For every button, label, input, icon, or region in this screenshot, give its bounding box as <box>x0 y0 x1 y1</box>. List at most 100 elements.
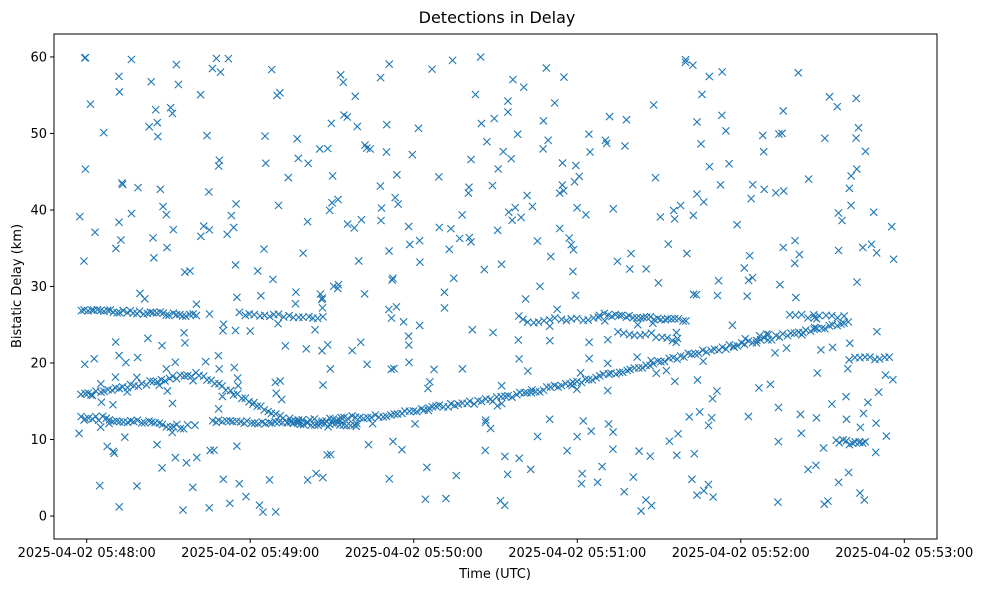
data-point <box>508 75 517 84</box>
data-point <box>752 338 761 347</box>
data-point <box>779 106 788 115</box>
data-point <box>550 98 559 107</box>
data-point <box>364 440 373 449</box>
data-point <box>622 115 631 124</box>
data-point <box>672 328 681 337</box>
data-point <box>834 478 843 487</box>
data-point <box>116 236 125 245</box>
data-point <box>844 317 853 326</box>
data-point <box>819 444 828 453</box>
data-point <box>646 312 655 321</box>
data-point <box>699 357 708 366</box>
data-point <box>145 122 154 131</box>
data-points <box>75 53 898 517</box>
data-point <box>523 366 532 375</box>
data-point <box>545 315 554 324</box>
data-point <box>214 351 223 360</box>
data-point <box>835 438 844 447</box>
data-point <box>214 404 223 413</box>
data-point <box>392 170 401 179</box>
data-point <box>494 164 503 173</box>
data-point <box>423 384 432 393</box>
data-point <box>752 336 761 345</box>
data-point <box>388 437 397 446</box>
data-point <box>250 398 259 407</box>
data-point <box>146 376 155 385</box>
data-point <box>430 365 439 374</box>
data-point <box>653 357 662 366</box>
data-point <box>467 237 475 246</box>
data-point <box>112 417 121 425</box>
data-point <box>242 417 251 425</box>
data-point <box>452 471 461 480</box>
data-point <box>585 354 594 363</box>
data-point <box>192 453 201 462</box>
data-point <box>544 136 553 145</box>
data-point <box>445 245 454 254</box>
x-tick-label: 2025-04-02 05:50:00 <box>345 546 483 561</box>
data-point <box>499 147 508 156</box>
data-point <box>179 506 187 515</box>
data-point <box>811 461 820 470</box>
data-point <box>155 381 164 390</box>
data-point <box>271 378 280 387</box>
data-point <box>100 387 109 396</box>
data-point <box>350 223 359 232</box>
data-point <box>854 123 863 132</box>
data-point <box>493 401 502 410</box>
data-point <box>115 218 123 227</box>
data-point <box>613 257 622 266</box>
y-tick-label: 20 <box>30 357 47 372</box>
data-point <box>545 336 554 345</box>
data-point <box>796 410 805 419</box>
data-point <box>847 201 856 210</box>
data-point <box>133 353 142 362</box>
data-point <box>103 442 112 451</box>
data-point <box>434 172 443 181</box>
data-point <box>692 290 701 299</box>
data-point <box>180 328 189 337</box>
data-point <box>674 429 683 438</box>
data-point <box>127 55 136 64</box>
data-point <box>158 420 167 429</box>
data-point <box>316 290 325 299</box>
data-point <box>267 65 276 74</box>
data-point <box>654 278 663 287</box>
data-point <box>343 220 352 229</box>
data-point <box>303 476 312 484</box>
data-point <box>231 326 240 335</box>
data-point <box>771 348 780 357</box>
data-point <box>604 369 613 378</box>
data-point <box>778 329 787 338</box>
data-point <box>302 344 311 353</box>
data-point <box>234 381 243 390</box>
data-point <box>80 360 89 369</box>
data-point <box>790 259 799 268</box>
data-point <box>764 330 773 339</box>
data-point <box>558 180 567 189</box>
data-point <box>455 234 464 243</box>
data-point <box>261 159 270 168</box>
data-point <box>708 394 717 403</box>
data-point <box>218 392 227 401</box>
data-point <box>581 375 590 384</box>
data-point <box>733 220 742 229</box>
data-point <box>149 233 158 242</box>
data-point <box>80 415 89 424</box>
data-point <box>241 492 250 501</box>
data-point <box>310 421 319 430</box>
data-point <box>93 305 102 314</box>
data-point <box>187 372 196 381</box>
data-point <box>476 53 485 62</box>
data-point <box>758 131 767 140</box>
data-point <box>669 206 678 215</box>
data-point <box>641 330 650 339</box>
data-point <box>663 333 672 342</box>
data-point <box>339 421 348 430</box>
data-point <box>745 251 754 260</box>
data-point <box>415 321 424 330</box>
data-point <box>874 388 883 397</box>
data-point <box>714 276 723 285</box>
data-point <box>497 260 506 269</box>
data-point <box>435 401 444 410</box>
